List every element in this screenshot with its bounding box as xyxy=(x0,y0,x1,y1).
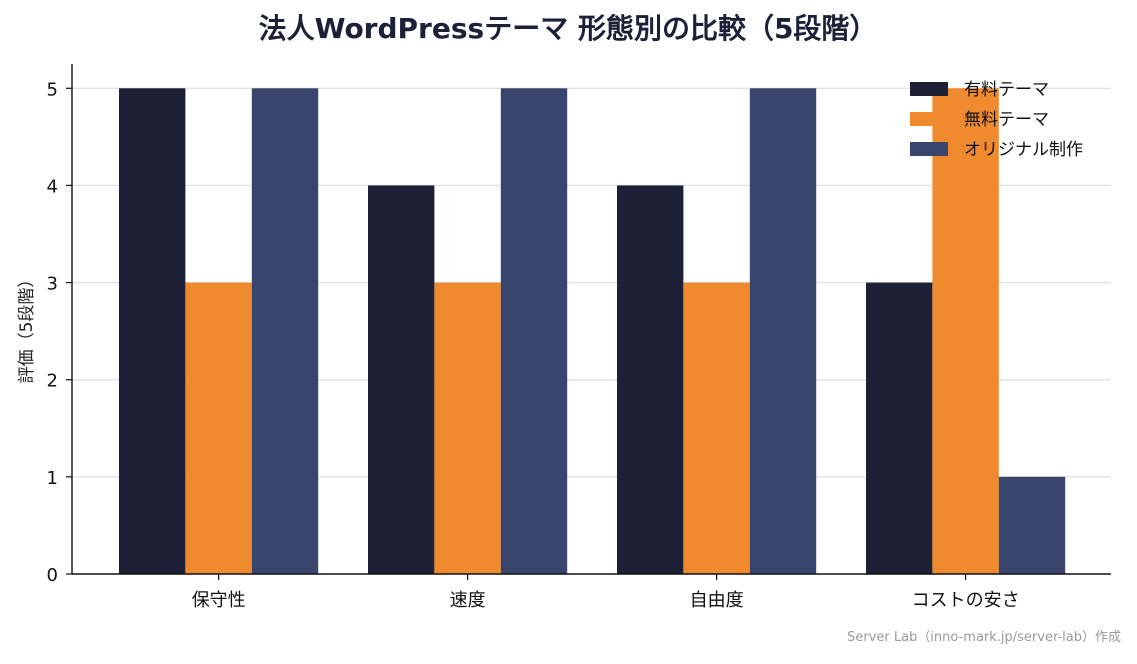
x-tick-labels: 保守性 速度 自由度 コストの安さ xyxy=(192,590,1020,611)
source-note: Server Lab（inno-mark.jp/server-lab）作成 xyxy=(847,630,1121,645)
bar xyxy=(932,88,999,575)
x-tick-label: 自由度 xyxy=(690,590,744,611)
bars xyxy=(119,88,1066,575)
bar xyxy=(866,282,933,574)
y-tick-label: 0 xyxy=(47,565,58,586)
bar xyxy=(119,88,186,575)
y-axis-label: 評価（5段階） xyxy=(17,271,37,384)
x-tick-label: 保守性 xyxy=(192,590,246,611)
legend-swatch xyxy=(910,112,948,126)
legend-swatch xyxy=(910,142,948,156)
bar xyxy=(998,476,1066,574)
bar xyxy=(749,88,817,575)
bar xyxy=(434,282,501,574)
legend-swatch xyxy=(910,82,948,96)
legend-label: 無料テーマ xyxy=(964,110,1049,130)
axes xyxy=(66,64,1111,580)
y-tick-label: 1 xyxy=(47,468,58,489)
bar xyxy=(500,88,568,575)
bar xyxy=(185,282,252,574)
chart-title: 法人WordPressテーマ 形態別の比較（5段階） xyxy=(259,12,878,45)
bar xyxy=(683,282,750,574)
bar xyxy=(617,185,684,574)
y-tick-labels: 0 1 2 3 4 5 xyxy=(47,79,58,586)
y-tick-label: 3 xyxy=(47,274,58,295)
y-tick-label: 4 xyxy=(47,176,58,197)
bar xyxy=(251,88,319,575)
y-tick-label: 2 xyxy=(47,371,58,392)
y-tick-label: 5 xyxy=(47,79,58,100)
x-tick-label: コストの安さ xyxy=(912,590,1020,611)
bar xyxy=(368,185,435,574)
legend-label: 有料テーマ xyxy=(964,80,1049,100)
legend-label: オリジナル制作 xyxy=(964,140,1083,160)
x-tick-label: 速度 xyxy=(450,590,486,611)
